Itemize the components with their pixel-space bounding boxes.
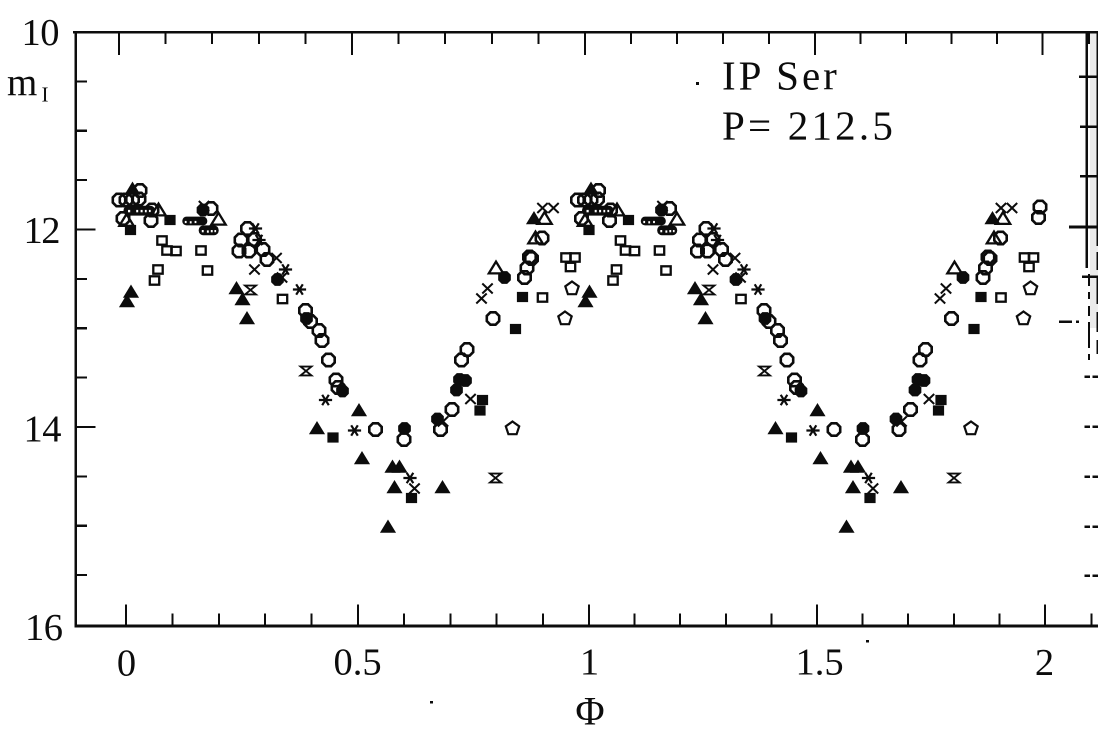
svg-text:1.5: 1.5	[795, 642, 843, 684]
svg-text:m: m	[7, 61, 37, 104]
svg-text:2: 2	[1035, 642, 1054, 684]
svg-text:0.5: 0.5	[333, 642, 381, 684]
svg-text:10: 10	[22, 12, 60, 54]
svg-text:14: 14	[24, 409, 62, 451]
svg-text:Φ: Φ	[575, 689, 604, 734]
svg-text:12: 12	[24, 210, 61, 252]
svg-text:0: 0	[117, 643, 136, 685]
svg-text:IP Ser: IP Ser	[722, 53, 840, 99]
svg-text:1: 1	[580, 642, 599, 684]
svg-text:16: 16	[25, 607, 63, 649]
svg-text:I: I	[42, 83, 49, 107]
svg-text:P= 212.5: P= 212.5	[722, 103, 896, 149]
